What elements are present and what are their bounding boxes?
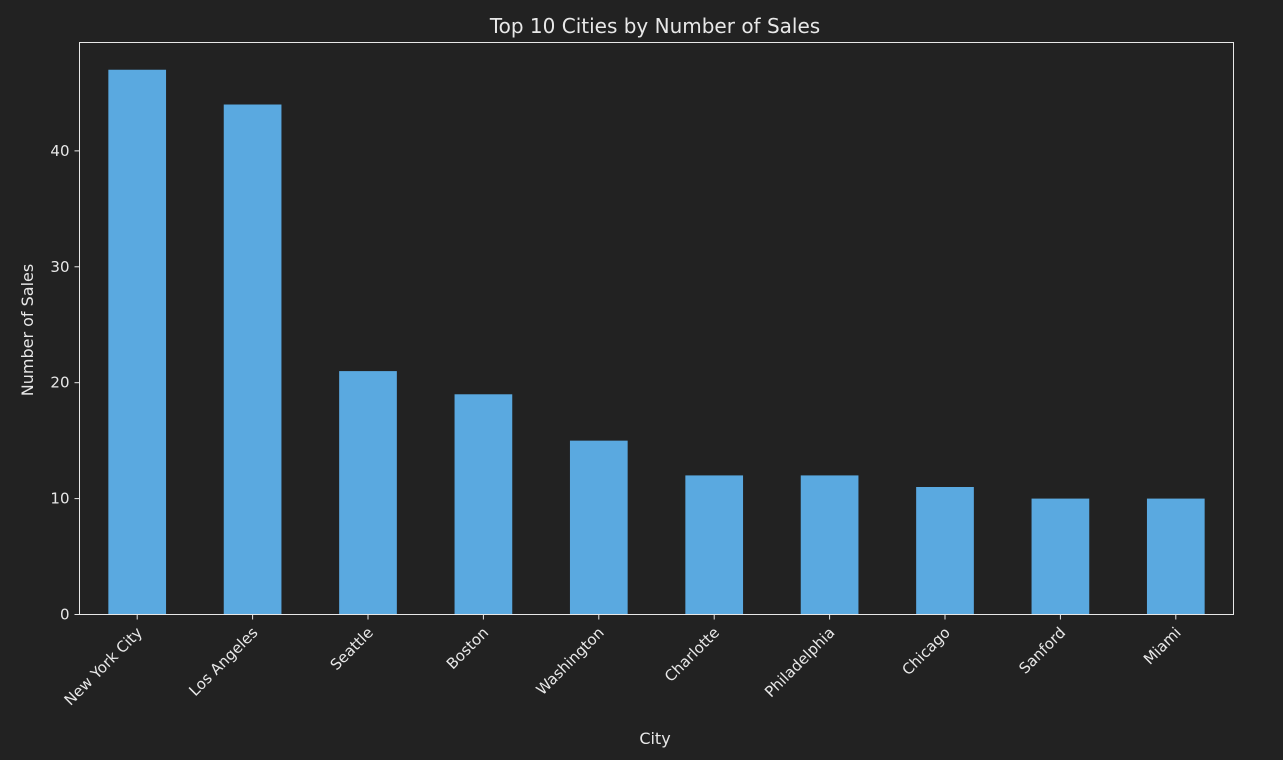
- x-tick-label: Sanford: [1015, 624, 1069, 678]
- bar: [685, 475, 744, 615]
- x-axis: New York City Los Angeles Seattle Boston Was…: [61, 614, 1185, 710]
- bar: [800, 475, 859, 615]
- y-tick-label: 20: [50, 374, 69, 392]
- bar: [916, 487, 974, 615]
- x-tick-label: Miami: [1140, 624, 1185, 669]
- x-tick-label: Philadelphia: [761, 624, 838, 701]
- y-tick-label: 40: [50, 142, 69, 160]
- x-tick-label: New York City: [61, 624, 147, 710]
- x-tick-label: Charlotte: [661, 624, 723, 686]
- y-axis-label: Number of Sales: [18, 264, 37, 396]
- bar: [339, 371, 397, 615]
- x-tick-label: Chicago: [898, 624, 953, 679]
- bar: [1031, 498, 1090, 615]
- x-axis-label: City: [639, 729, 670, 748]
- bar: [454, 394, 513, 615]
- x-tick-label: Boston: [443, 624, 492, 673]
- x-tick-label: Seattle: [327, 624, 377, 674]
- plot-frame: [79, 42, 1234, 615]
- bars-group: [108, 69, 1205, 615]
- chart-title: Top 10 Cities by Number of Sales: [489, 14, 820, 38]
- x-tick-label: Los Angeles: [185, 623, 261, 699]
- y-tick-label: 10: [50, 490, 69, 508]
- bar: [108, 69, 167, 615]
- bar: [1146, 498, 1205, 615]
- x-tick-label: Washington: [533, 624, 608, 699]
- y-axis: 0 10 20 30 40: [50, 142, 80, 624]
- bar: [569, 440, 628, 615]
- y-tick-label: 0: [60, 606, 70, 624]
- y-tick-label: 30: [50, 258, 69, 276]
- bar: [223, 104, 282, 615]
